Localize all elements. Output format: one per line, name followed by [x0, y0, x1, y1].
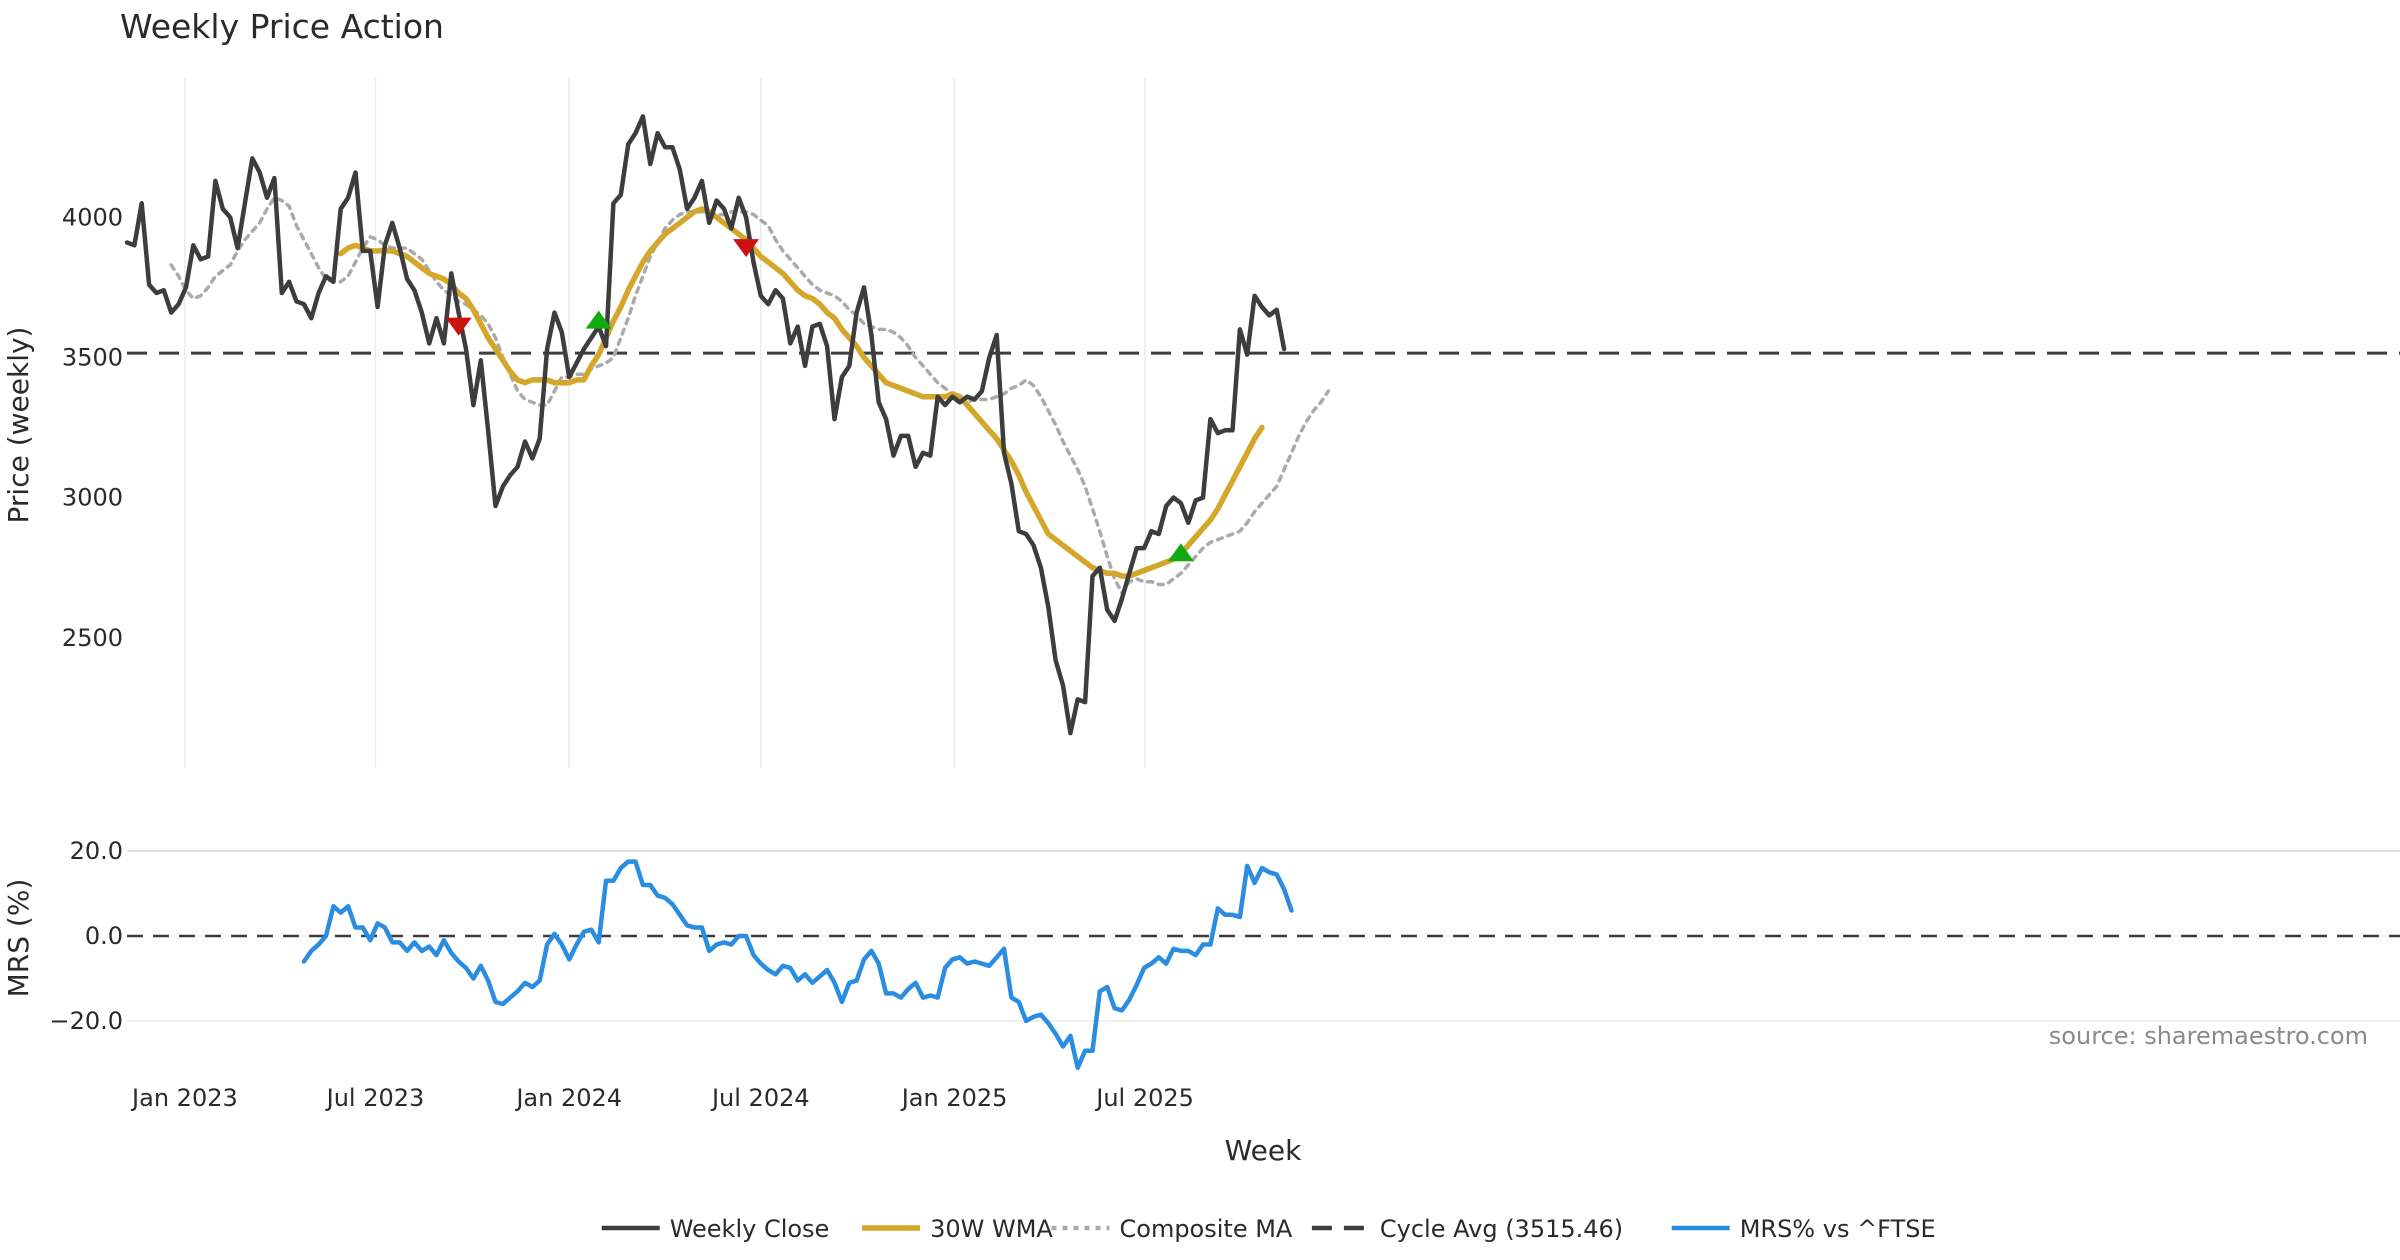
- mrs-y-axis-title: MRS (%): [2, 879, 35, 998]
- price-y-axis-title: Price (weekly): [2, 327, 35, 524]
- legend-label-composite-ma: Composite MA: [1120, 1215, 1293, 1243]
- chart-title: Weekly Price Action: [120, 7, 444, 46]
- price-tick-label-2500: 2500: [62, 624, 123, 652]
- source-note: source: sharemaestro.com: [2049, 1022, 2368, 1050]
- price-y-ticks: 2500 3000 3500 4000: [62, 203, 123, 651]
- x-tick-label-jan-2025: Jan 2025: [900, 1084, 1008, 1112]
- signals-layer: [445, 239, 1194, 562]
- mrs-tick-label-2: 20.0: [70, 837, 123, 865]
- legend-label-weekly-close: Weekly Close: [670, 1215, 830, 1243]
- buy-signal-marker-2: [585, 310, 612, 329]
- series-weekly-close: [124, 114, 1287, 736]
- x-axis-ticks: Jan 2023 Jul 2023 Jan 2024 Jul 2024 Jan 2025…: [130, 1084, 1194, 1112]
- x-tick-label-jul-2025: Jul 2025: [1094, 1084, 1194, 1112]
- price-tick-label-4000: 4000: [62, 203, 123, 231]
- legend-label-30w-wma: 30W WMA: [930, 1215, 1053, 1243]
- series-layer: [124, 114, 1331, 1071]
- mrs-tick-label-1: 0.0: [85, 922, 123, 950]
- x-tick-label-jan-2023: Jan 2023: [130, 1084, 238, 1112]
- mrs-y-ticks: −20.0 0.0 20.0: [49, 837, 123, 1035]
- x-axis-title: Week: [1225, 1134, 1302, 1167]
- grid-layer: [127, 78, 2400, 1022]
- price-tick-label-3500: 3500: [62, 343, 123, 371]
- mrs-tick-label-0: −20.0: [49, 1007, 123, 1035]
- x-tick-label-jan-2024: Jan 2024: [514, 1084, 622, 1112]
- series-30w-wma: [337, 206, 1265, 579]
- x-tick-label-jul-2024: Jul 2024: [710, 1084, 810, 1112]
- series-mrs-vs-ftse: [301, 859, 1294, 1071]
- sell-signal-marker-3: [733, 239, 760, 258]
- legend-label-mrs-vs-ftse: MRS% vs ^FTSE: [1740, 1215, 1936, 1243]
- buy-signal-marker-4: [1167, 543, 1194, 562]
- sell-signal-marker-1: [445, 317, 472, 336]
- price-tick-label-3000: 3000: [62, 484, 123, 512]
- legend: Weekly Close 30W WMA Composite MA Cycle Avg…: [601, 1215, 1936, 1243]
- x-tick-label-jul-2023: Jul 2023: [325, 1084, 425, 1112]
- legend-label-cycle-avg-3515-46: Cycle Avg (3515.46): [1380, 1215, 1623, 1243]
